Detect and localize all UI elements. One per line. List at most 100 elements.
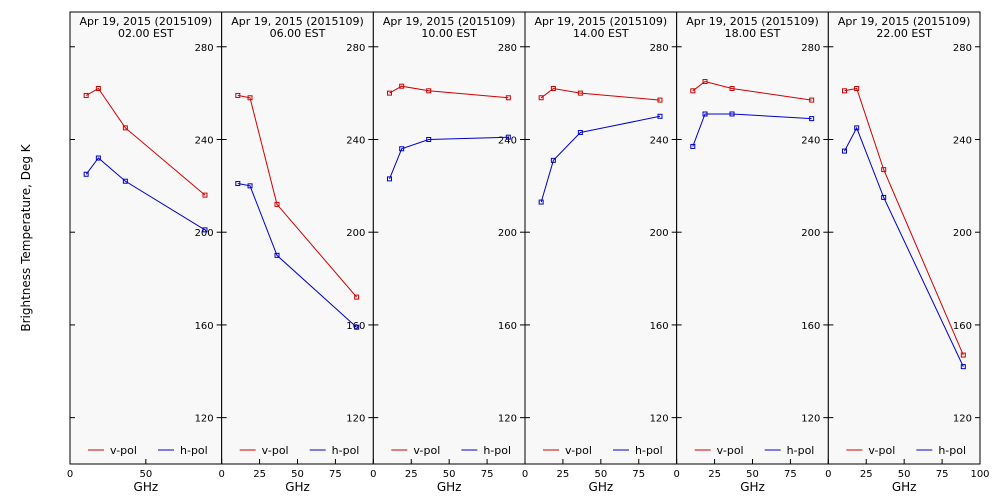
y-axis-label: Brightness Temperature, Deg K <box>19 143 33 331</box>
y-tick-label: 120 <box>346 414 365 425</box>
x-tick-label: 50 <box>291 469 304 480</box>
y-tick-label: 280 <box>346 43 365 54</box>
panel-frame <box>221 11 374 465</box>
data-point-v-pol <box>690 88 696 94</box>
series-line-h-pol <box>692 113 812 147</box>
legend-label-v-pol: v-pol <box>717 444 744 457</box>
x-axis-label: GHz <box>740 480 765 494</box>
data-point-v-pol <box>95 85 101 91</box>
data-point-v-pol <box>235 92 241 98</box>
panel-title-line: Apr 19, 2015 (2015109) <box>231 15 364 28</box>
data-point-h-pol <box>83 171 89 177</box>
data-point-h-pol <box>505 134 511 140</box>
x-tick-label: 0 <box>370 469 376 480</box>
data-point-h-pol <box>386 176 392 182</box>
data-point-h-pol <box>399 146 405 152</box>
x-tick-label: 50 <box>746 469 759 480</box>
y-tick-label: 160 <box>195 321 214 332</box>
panel-title-line: Apr 19, 2015 (2015109) <box>383 15 516 28</box>
x-tick-label: 50 <box>443 469 456 480</box>
data-point-h-pol <box>95 155 101 161</box>
panel-title-line: Apr 19, 2015 (2015109) <box>686 15 819 28</box>
panel-title-line: 18.00 EST <box>725 27 781 40</box>
series-line-h-pol <box>844 126 964 367</box>
y-tick-label: 200 <box>953 228 972 239</box>
data-point-h-pol <box>426 136 432 142</box>
data-point-v-pol <box>274 201 280 207</box>
data-point-h-pol <box>354 324 360 330</box>
x-axis-label: GHz <box>589 480 614 494</box>
panel-1: Apr 19, 2015 (2015109)02.00 EST 280 240 200… <box>67 11 223 494</box>
y-tick-label: 160 <box>801 321 820 332</box>
y-tick-label: 120 <box>650 414 669 425</box>
series-line-v-pol <box>692 80 812 101</box>
series-line-h-pol <box>389 136 509 180</box>
x-tick-label: 75 <box>936 469 949 480</box>
series-line-h-pol <box>237 183 357 328</box>
data-point-h-pol <box>841 148 847 154</box>
y-tick-label: 120 <box>953 414 972 425</box>
x-tick-label: 25 <box>405 469 418 480</box>
data-point-v-pol <box>550 85 556 91</box>
data-point-v-pol <box>881 167 887 173</box>
x-tick-label: 0 <box>67 469 73 480</box>
x-tick-label: 0 <box>825 469 831 480</box>
legend-label-h-pol: h-pol <box>938 444 966 457</box>
y-tick-label: 280 <box>650 43 669 54</box>
legend-label-h-pol: h-pol <box>635 444 663 457</box>
data-point-v-pol <box>399 83 405 89</box>
x-tick-label: 75 <box>481 469 494 480</box>
data-point-h-pol <box>247 183 253 189</box>
x-axis-label: GHz <box>437 480 462 494</box>
data-point-h-pol <box>202 227 208 233</box>
panel-frame <box>69 11 223 465</box>
y-tick-label: 200 <box>498 228 517 239</box>
x-tick-label: 25 <box>557 469 570 480</box>
data-point-v-pol <box>354 294 360 300</box>
y-tick-label: 280 <box>498 43 517 54</box>
data-point-v-pol <box>505 95 511 101</box>
panel-title-line: 14.00 EST <box>573 27 629 40</box>
x-tick-label: 50 <box>139 469 152 480</box>
data-point-v-pol <box>960 352 966 358</box>
y-tick-label: 200 <box>346 228 365 239</box>
data-point-v-pol <box>702 79 708 85</box>
data-point-h-pol <box>550 157 556 163</box>
legend-label-h-pol: h-pol <box>787 444 815 457</box>
panel-3: Apr 19, 2015 (2015109)10.00 EST 280 240 200… <box>370 11 526 494</box>
panel-4: Apr 19, 2015 (2015109)14.00 EST 280 240 200… <box>522 11 678 494</box>
x-axis-label: GHz <box>892 480 917 494</box>
data-point-v-pol <box>538 95 544 101</box>
panel-frame <box>827 11 981 465</box>
data-point-v-pol <box>122 125 128 131</box>
data-point-h-pol <box>881 194 887 200</box>
y-tick-label: 240 <box>953 135 972 146</box>
x-tick-label: 100 <box>970 469 989 480</box>
y-tick-label: 240 <box>650 135 669 146</box>
panel-title-line: Apr 19, 2015 (2015109) <box>535 15 668 28</box>
y-tick-label: 160 <box>953 321 972 332</box>
panel-2: Apr 19, 2015 (2015109)06.00 EST 280 240 200… <box>218 11 374 494</box>
data-point-h-pol <box>690 143 696 149</box>
panel-6: Apr 19, 2015 (2015109)22.00 EST 280 240 200… <box>825 11 990 494</box>
data-point-v-pol <box>809 97 815 103</box>
legend-label-v-pol: v-pol <box>565 444 592 457</box>
y-tick-label: 160 <box>650 321 669 332</box>
data-point-v-pol <box>202 192 208 198</box>
y-tick-label: 240 <box>801 135 820 146</box>
data-point-h-pol <box>809 116 815 122</box>
y-tick-label: 240 <box>195 135 214 146</box>
y-tick-label: 200 <box>195 228 214 239</box>
data-point-h-pol <box>729 111 735 117</box>
chart-panels: Apr 19, 2015 (2015109)02.00 EST280240200… <box>67 11 990 494</box>
data-point-v-pol <box>426 88 432 94</box>
data-point-h-pol <box>577 130 583 136</box>
panel-title-line: Apr 19, 2015 (2015109) <box>80 15 213 28</box>
series-line-v-pol <box>237 94 357 298</box>
y-tick-label: 200 <box>650 228 669 239</box>
data-point-h-pol <box>854 125 860 131</box>
legend-label-v-pol: v-pol <box>262 444 289 457</box>
panel-title-line: 06.00 EST <box>270 27 326 40</box>
series-line-v-pol <box>389 85 509 99</box>
